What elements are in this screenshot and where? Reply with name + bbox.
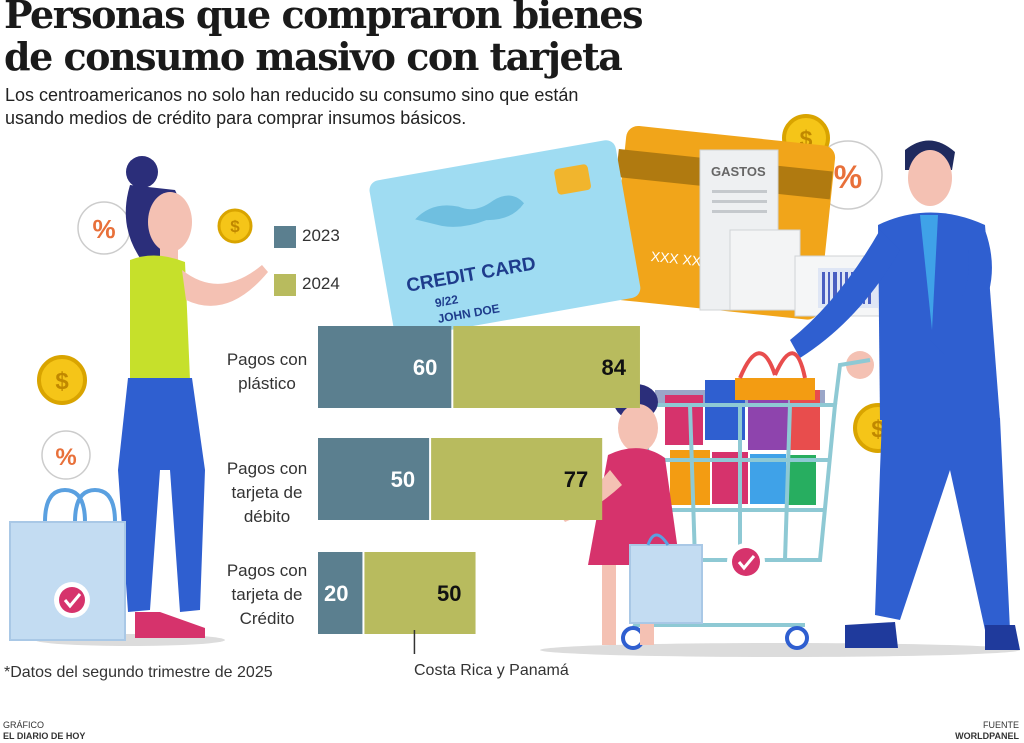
card-date-label: 9/22	[434, 292, 460, 310]
svg-text:XXX XXX: XXX XXX	[650, 248, 712, 270]
category-label-line: tarjeta de	[231, 483, 303, 502]
bar-value-label-2023-1: 50	[391, 467, 415, 492]
legend-label-2024: 2024	[302, 274, 340, 293]
credit-left: GRÁFICO EL DIARIO DE HOY	[3, 720, 85, 742]
chart-subtitle-line: Los centroamericanos no solo han reducid…	[5, 85, 579, 105]
bar-value-label-2023-2: 20	[324, 581, 348, 606]
bar-2023-1	[318, 438, 430, 520]
bar-2024-1	[431, 438, 603, 520]
bar-value-label-2024-0: 84	[601, 355, 626, 380]
category-label-line: Pagos con	[226, 561, 308, 580]
svg-text:$: $	[230, 217, 240, 236]
category-label-debito: Pagos con tarjeta de débito	[217, 457, 317, 529]
svg-text:%: %	[92, 214, 115, 244]
footnote: *Datos del segundo trimestre de 2025	[4, 664, 273, 681]
category-label-line: Crédito	[239, 609, 295, 628]
chart-subtitle: Los centroamericanos no solo han reducid…	[5, 84, 605, 130]
category-label-line: Pagos con	[226, 459, 308, 478]
credit-left-source: EL DIARIO DE HOY	[3, 731, 86, 741]
legend-swatch-2024	[274, 274, 296, 296]
bar-value-label-2023-0: 60	[413, 355, 437, 380]
category-label-line: débito	[243, 507, 291, 526]
girl-shopper-illustration	[560, 384, 703, 645]
receipt-label: GASTOS	[711, 164, 766, 179]
chart-title: Personas que compraron bienes de consumo…	[4, 0, 644, 78]
bar-2024-2	[364, 552, 476, 634]
man-shopper-illustration	[790, 140, 1020, 650]
shopping-bag-icon	[9, 487, 126, 641]
bar-2023-0	[318, 326, 452, 408]
credit-card-illustration: CREDIT CARD 9/22 JOHN DOE	[369, 140, 641, 339]
chart-title-line: Personas que compraron bienes	[4, 0, 643, 37]
legend-swatch-2023	[274, 226, 296, 248]
credit-right-label: FUENTE	[983, 720, 1019, 730]
bar-2023-2	[318, 552, 363, 634]
credit-right-source: WORLDPANEL	[955, 731, 1019, 741]
category-label-line: tarjeta de	[231, 585, 303, 604]
credit-right: FUENTE WORLDPANEL	[955, 720, 1019, 742]
floor-shadow-right	[540, 643, 1020, 657]
legend-label-2023: 2023	[302, 226, 340, 245]
svg-text:%: %	[55, 444, 76, 471]
dollar-coin-icon: $	[37, 355, 87, 405]
svg-text:%: %	[834, 159, 862, 195]
chart-subtitle-line: usando medios de crédito para comprar in…	[5, 108, 467, 128]
bar-value-label-2024-2: 50	[437, 581, 461, 606]
annotation-label: Costa Rica y Panamá	[414, 662, 569, 679]
woman-shopper-illustration	[118, 156, 268, 638]
bar-value-label-2024-1: 77	[564, 467, 588, 492]
chart-title-line: de consumo masivo con tarjeta	[4, 34, 623, 79]
category-label-plastico: Pagos con plástico	[217, 348, 317, 396]
category-label-credito: Pagos con tarjeta de Crédito	[217, 559, 317, 631]
dollar-coin-icon: $	[217, 208, 253, 244]
percent-bubble-icon: %	[41, 430, 91, 480]
credit-left-label: GRÁFICO	[3, 720, 45, 730]
category-label-line: Pagos con	[226, 350, 308, 369]
bar-2024-0	[453, 326, 640, 408]
category-label-line: plástico	[238, 374, 296, 393]
svg-text:$: $	[55, 368, 69, 395]
